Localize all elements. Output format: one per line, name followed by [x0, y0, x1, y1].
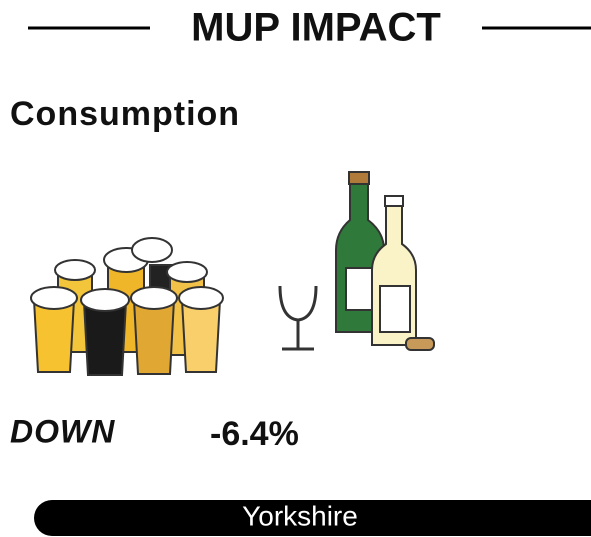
wine-glass: [278, 285, 318, 351]
header-title: MUP IMPACT: [191, 6, 441, 50]
change: -6.4%: [210, 415, 299, 453]
region-pill: [34, 500, 591, 536]
region: Yorkshire: [242, 500, 358, 531]
bottles: [335, 171, 435, 351]
section-title: Consumption: [10, 95, 240, 133]
direction: DOWN: [10, 413, 115, 449]
beer-glasses: [30, 237, 224, 376]
